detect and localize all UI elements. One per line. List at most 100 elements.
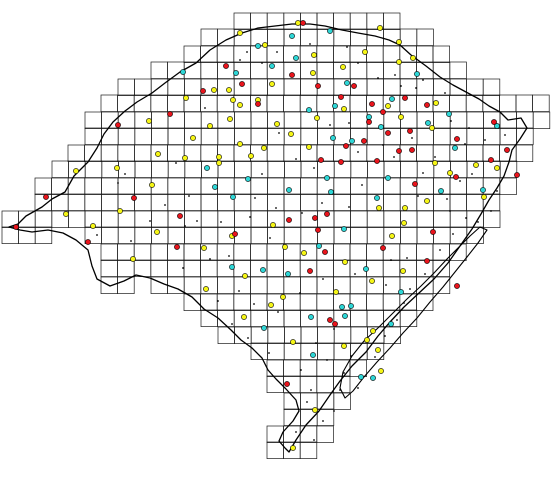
grid-cell [483, 127, 501, 145]
grid-cell [317, 342, 335, 360]
grid-cell [167, 127, 185, 145]
red-circle-marker [232, 231, 238, 237]
grid-cell [366, 293, 384, 311]
grid-cell [283, 293, 301, 311]
red-circle-marker [43, 194, 49, 200]
grid-cell [399, 28, 418, 46]
red-circle-marker [200, 88, 206, 94]
grid-cell [151, 160, 169, 178]
yellow-circle-marker [402, 205, 408, 211]
grid-cell [134, 78, 152, 96]
red-circle-marker [366, 119, 372, 125]
grid-cell [317, 160, 335, 178]
small-dot-marker [276, 51, 278, 53]
grid-cell [250, 193, 268, 211]
red-circle-marker [385, 130, 391, 136]
grid-cell [84, 127, 102, 145]
grid-cell [333, 45, 351, 63]
small-dot-marker [409, 288, 411, 290]
red-circle-marker [343, 143, 349, 149]
grid-cell [366, 226, 385, 244]
yellow-circle-marker [269, 81, 275, 87]
grid-cell [350, 309, 368, 327]
grid-cell [366, 127, 385, 145]
red-circle-marker [115, 122, 121, 128]
grid-cell [333, 111, 351, 129]
grid-cell [449, 61, 467, 79]
red-circle-marker [315, 227, 321, 233]
yellow-circle-marker [227, 116, 233, 122]
small-dot-marker [313, 439, 315, 441]
yellow-circle-marker [155, 151, 161, 157]
grid-cell [150, 193, 169, 211]
red-circle-marker [174, 244, 180, 250]
grid-cell [217, 177, 235, 195]
small-dot-marker [175, 162, 177, 164]
red-circle-marker [454, 283, 460, 289]
yellow-circle-marker [203, 286, 209, 292]
grid-cell [84, 177, 102, 195]
grid-cell [266, 45, 284, 63]
small-dot-marker [484, 139, 486, 141]
grid-cell [366, 94, 384, 112]
grid-cell [167, 94, 185, 112]
small-dot-marker [322, 420, 324, 422]
yellow-circle-marker [154, 229, 160, 235]
grid-cell [433, 127, 451, 145]
grid-cell [216, 293, 235, 311]
small-dot-marker [238, 290, 240, 292]
grid-cell [399, 309, 418, 327]
yellow-circle-marker [310, 70, 316, 76]
small-dot-marker [313, 167, 315, 169]
small-dot-marker [394, 74, 396, 76]
grid-cell [267, 177, 285, 195]
red-circle-marker [412, 181, 418, 187]
red-circle-marker [424, 258, 430, 264]
yellow-circle-marker [494, 165, 500, 171]
red-circle-marker [374, 158, 380, 164]
grid-cell [134, 160, 152, 178]
grid-cell [416, 210, 434, 228]
cyan-circle-marker [261, 325, 267, 331]
small-dot-marker [184, 225, 186, 227]
grid-cell [267, 226, 285, 244]
grid-cell [134, 226, 152, 244]
grid-cell [216, 94, 235, 112]
grid-cell [333, 359, 351, 377]
small-dot-marker [422, 172, 424, 174]
grid-cell [333, 326, 352, 344]
grid-cell [416, 243, 434, 261]
grid-cell [432, 45, 450, 63]
grid-cell [283, 78, 301, 96]
yellow-circle-marker [376, 205, 382, 211]
small-dot-marker [422, 79, 424, 81]
yellow-circle-marker [211, 87, 217, 93]
grid-cell [167, 193, 185, 211]
grid-cell [267, 342, 285, 360]
grid-cell [466, 177, 484, 195]
grid-cell [532, 94, 550, 112]
grid-cell [283, 359, 301, 377]
grid-cell [183, 45, 201, 63]
small-dot-marker [348, 206, 350, 208]
red-circle-marker [402, 95, 408, 101]
yellow-circle-marker [481, 194, 487, 200]
small-dot-marker [477, 221, 479, 223]
grid-cell [100, 243, 118, 261]
grid-cell [100, 144, 119, 162]
cyan-circle-marker [339, 304, 345, 310]
grid-cell [465, 94, 484, 112]
grid-cell [250, 127, 268, 145]
yellow-circle-marker [433, 100, 439, 106]
yellow-circle-marker [237, 141, 243, 147]
grid-cell [349, 359, 367, 377]
red-circle-marker [514, 172, 520, 178]
grid-cell [234, 111, 252, 129]
yellow-circle-marker [90, 223, 96, 229]
grid-cell [300, 326, 318, 344]
grid-cell [432, 61, 451, 79]
red-circle-marker [284, 381, 290, 387]
small-dot-marker [268, 352, 270, 354]
small-dot-marker [400, 85, 402, 87]
grid-cell [117, 144, 135, 162]
